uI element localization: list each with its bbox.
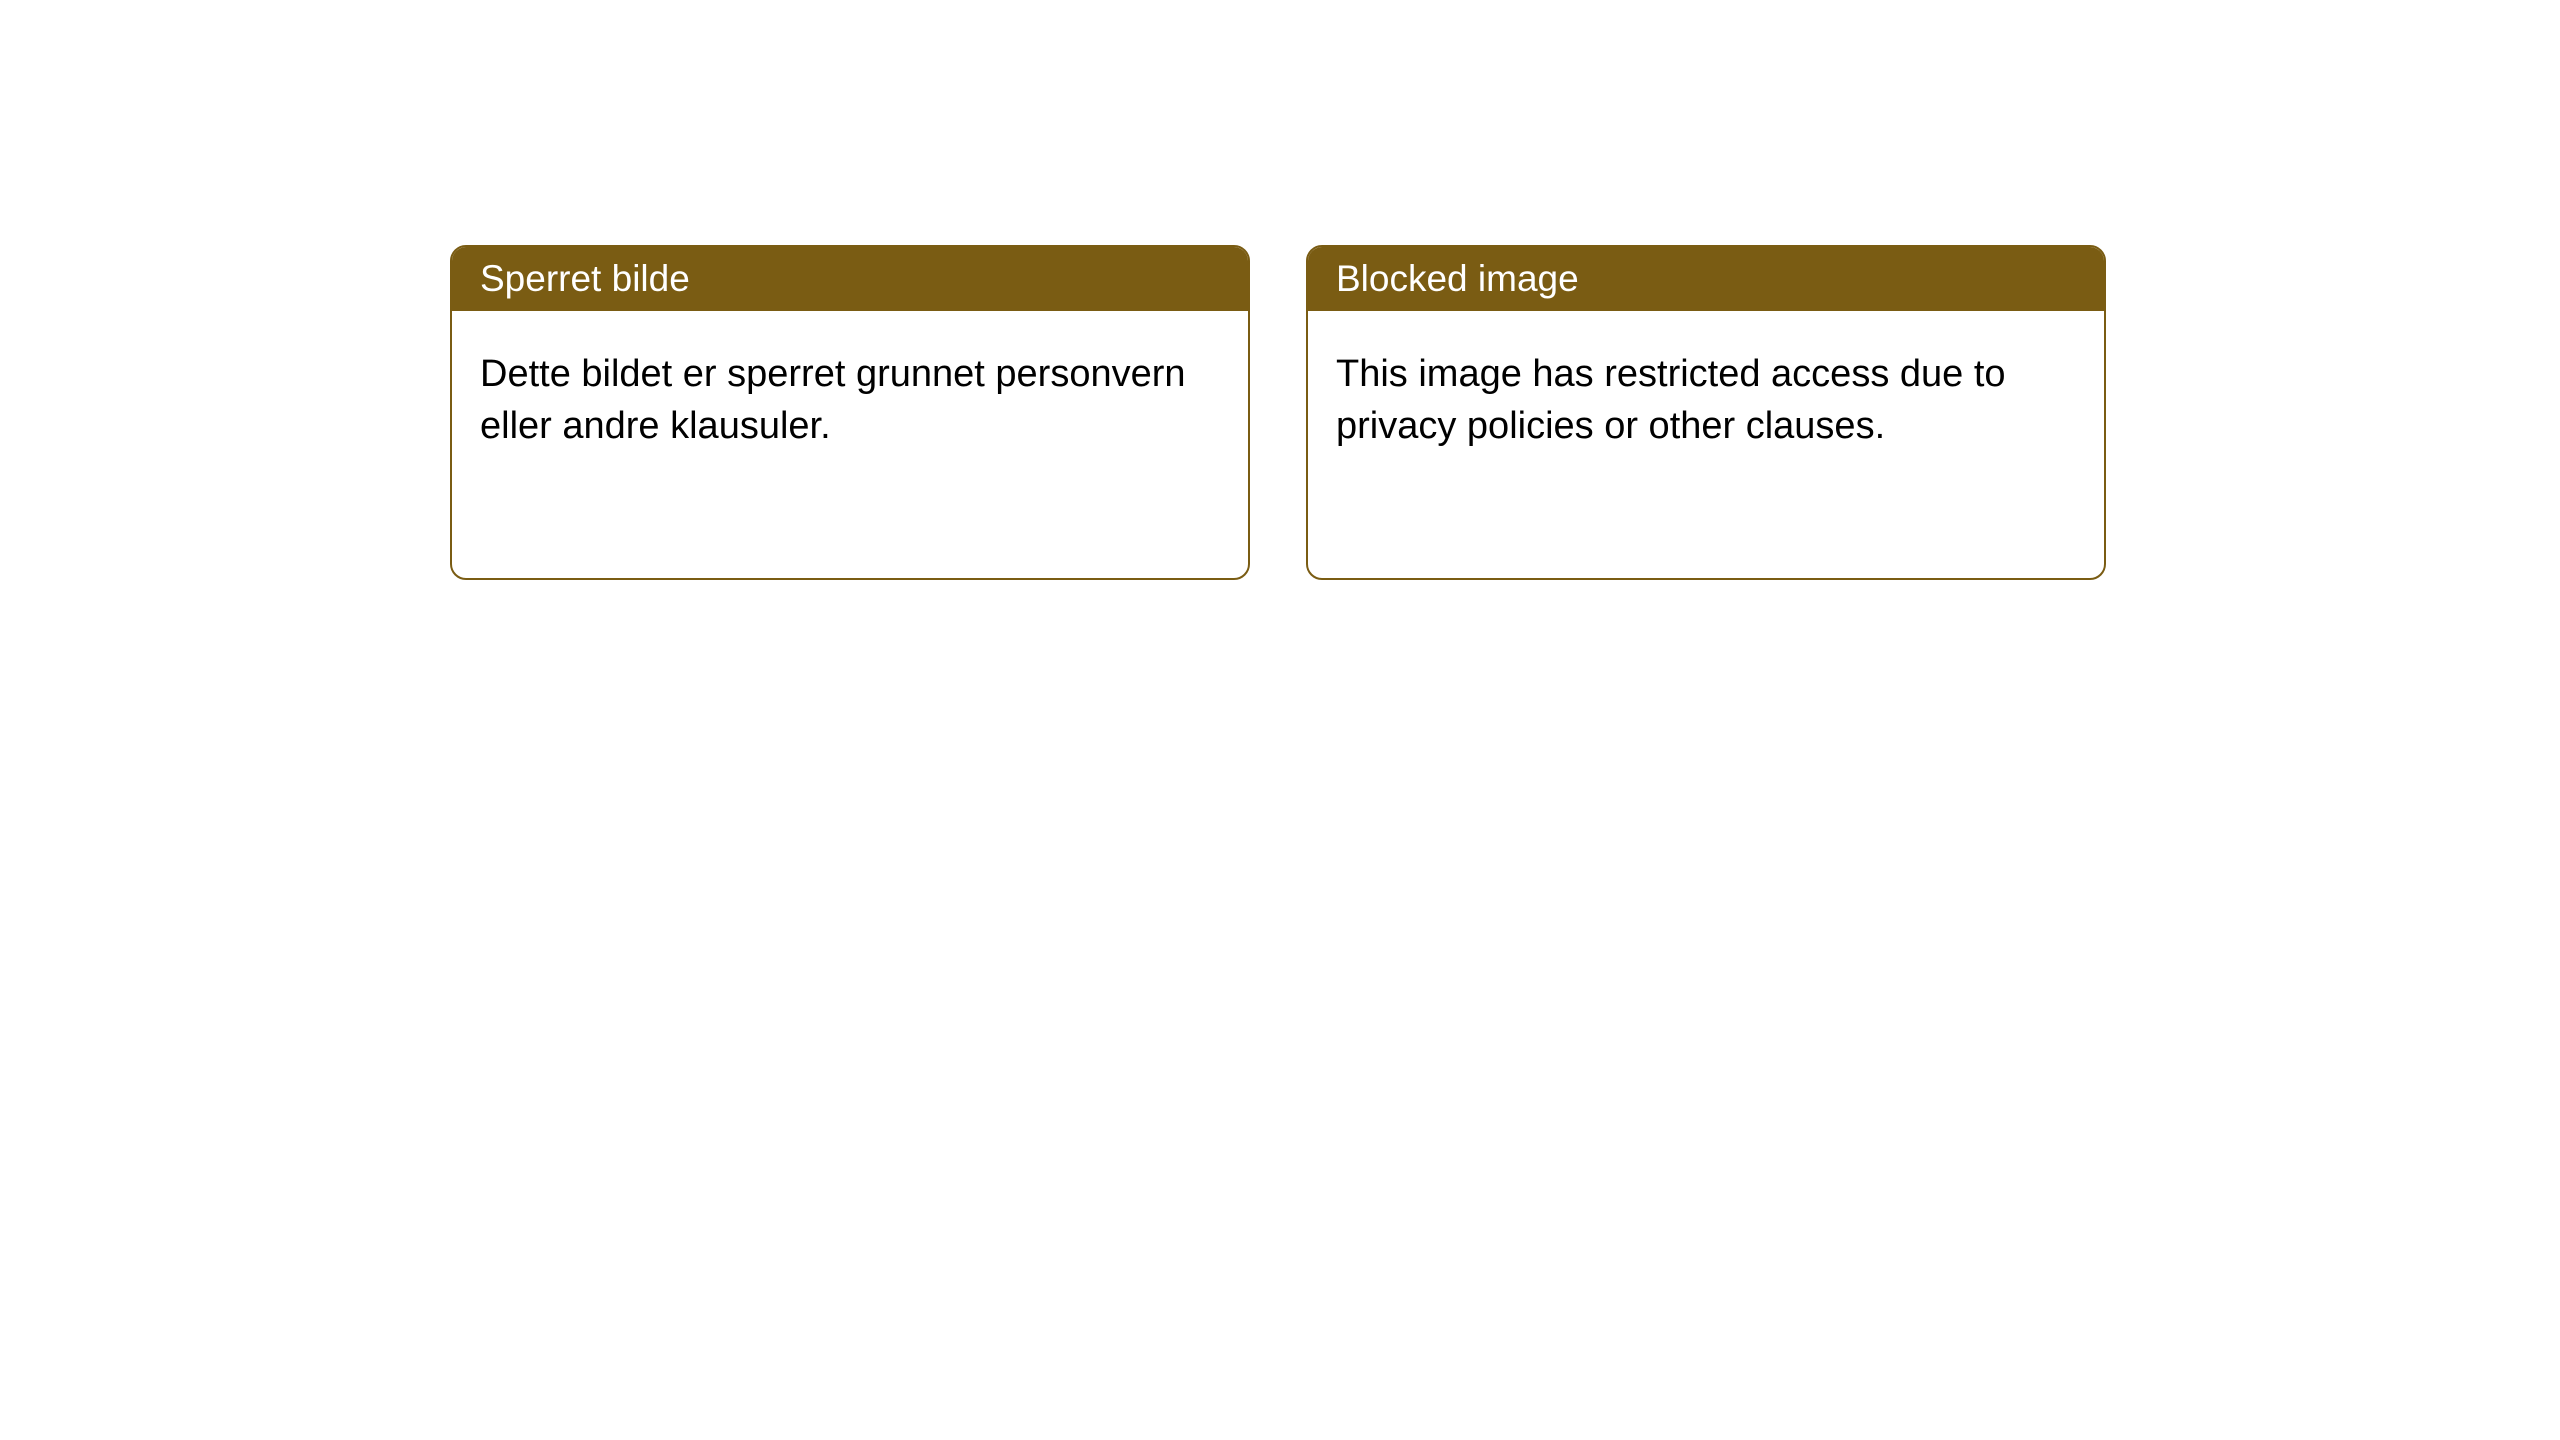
notice-card-title: Sperret bilde [452,247,1248,311]
blocked-image-notices: Sperret bilde Dette bildet er sperret gr… [450,245,2106,580]
notice-card-title: Blocked image [1308,247,2104,311]
notice-card-body: Dette bildet er sperret grunnet personve… [452,311,1248,490]
notice-card-norwegian: Sperret bilde Dette bildet er sperret gr… [450,245,1250,580]
notice-card-english: Blocked image This image has restricted … [1306,245,2106,580]
notice-card-body: This image has restricted access due to … [1308,311,2104,490]
